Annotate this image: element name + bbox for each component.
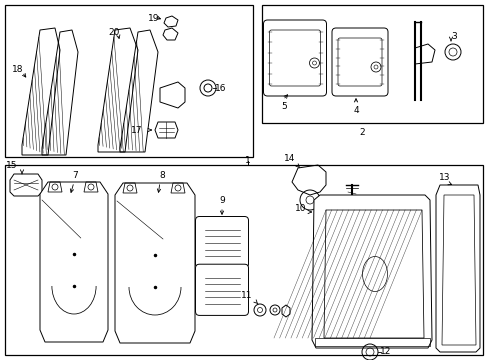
Text: 15: 15 — [6, 161, 18, 170]
FancyBboxPatch shape — [195, 216, 248, 268]
FancyBboxPatch shape — [195, 264, 248, 315]
Text: 3: 3 — [450, 32, 456, 41]
Text: 20: 20 — [108, 28, 119, 37]
Text: 17: 17 — [130, 126, 142, 135]
Polygon shape — [435, 185, 479, 352]
Text: 10: 10 — [294, 203, 305, 212]
Bar — [262, 5, 482, 123]
Text: 9: 9 — [219, 196, 224, 205]
Text: 4: 4 — [353, 106, 359, 115]
Text: 6: 6 — [357, 195, 363, 204]
Text: 13: 13 — [438, 173, 450, 182]
Polygon shape — [311, 195, 431, 348]
Text: 5: 5 — [281, 102, 286, 111]
Bar — [5, 165, 482, 355]
Text: 12: 12 — [379, 347, 390, 356]
Text: 8: 8 — [159, 171, 164, 180]
Text: 1: 1 — [244, 156, 250, 165]
Bar — [5, 5, 252, 157]
Polygon shape — [115, 183, 195, 343]
Bar — [314, 338, 429, 346]
Text: 7: 7 — [72, 171, 78, 180]
Text: 11: 11 — [240, 291, 251, 300]
Text: 2: 2 — [359, 128, 364, 137]
Text: 19: 19 — [148, 14, 159, 23]
Text: 16: 16 — [215, 84, 226, 93]
Polygon shape — [40, 182, 108, 342]
Text: 14: 14 — [283, 154, 294, 163]
Text: 18: 18 — [12, 65, 23, 74]
